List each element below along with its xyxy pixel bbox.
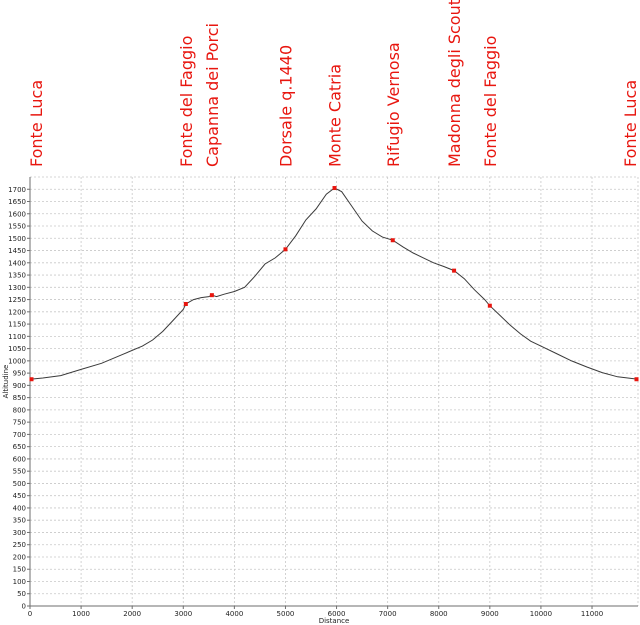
waypoint-marker — [183, 301, 188, 306]
x-tick-label: 1000 — [72, 610, 90, 618]
waypoint-labels: Fonte Luca Fonte del Faggio Capanna dei Po… — [27, 0, 640, 167]
y-tick-label: 550 — [13, 468, 26, 476]
waypoint-label: Fonte Luca — [621, 80, 640, 167]
x-axis-title: Distance — [319, 617, 350, 625]
x-tick-label: 3000 — [174, 610, 192, 618]
y-tick-label: 250 — [13, 541, 26, 549]
y-tick-label: 450 — [13, 492, 26, 500]
waypoint-markers — [29, 186, 639, 382]
y-tick-label: 1000 — [8, 357, 26, 365]
y-tick-label: 650 — [13, 443, 26, 451]
waypoint-label: Rifugio Vernosa — [384, 42, 403, 167]
y-tick-label: 1200 — [8, 308, 26, 316]
x-tick-label: 9000 — [481, 610, 499, 618]
y-tick-label: 0 — [22, 603, 26, 611]
y-tick-label: 100 — [13, 578, 26, 586]
x-tick-label: 8000 — [430, 610, 448, 618]
y-tick-label: 850 — [13, 394, 26, 402]
y-tick-label: 500 — [13, 480, 26, 488]
waypoint-marker — [487, 303, 492, 308]
x-tick-label: 5000 — [277, 610, 295, 618]
waypoint-marker — [634, 377, 639, 382]
y-axis-title: Altitudine — [2, 365, 10, 399]
x-tick-label: 6000 — [328, 610, 346, 618]
waypoint-marker — [390, 238, 395, 243]
y-tick-label: 900 — [13, 382, 26, 390]
y-tick-label: 700 — [13, 431, 26, 439]
x-tick-label: 4000 — [225, 610, 243, 618]
y-tick-label: 1050 — [8, 345, 26, 353]
y-tick-label: 150 — [13, 566, 26, 574]
x-tick-label: 10000 — [530, 610, 552, 618]
y-tick-label: 1350 — [8, 272, 26, 280]
y-tick-label: 50 — [17, 590, 26, 598]
y-tick-label: 1450 — [8, 247, 26, 255]
waypoint-label: Dorsale q.1440 — [276, 45, 295, 167]
axes: 0 1000 2000 3000 4000 5000 6000 7000 8000 9000 100… — [8, 177, 638, 618]
waypoint-label: Fonte del Faggio — [177, 36, 196, 167]
y-tick-label: 1400 — [8, 259, 26, 267]
elevation-profile-line — [29, 187, 639, 380]
waypoint-marker — [332, 186, 337, 191]
waypoint-label: Capanna dei Porci — [203, 23, 222, 167]
y-tick-label: 1700 — [8, 186, 26, 194]
waypoint-marker — [209, 293, 214, 298]
y-tick-label: 1500 — [8, 235, 26, 243]
x-tick-label: 2000 — [123, 610, 141, 618]
y-tick-label: 800 — [13, 406, 26, 414]
waypoint-marker — [29, 377, 34, 382]
y-tick-label: 350 — [13, 517, 26, 525]
x-tick-label: 0 — [28, 610, 32, 618]
y-tick-label: 750 — [13, 419, 26, 427]
y-tick-label: 1300 — [8, 284, 26, 292]
waypoint-label: Fonte Luca — [27, 80, 46, 167]
y-tick-label: 600 — [13, 455, 26, 463]
y-tick-label: 1100 — [8, 333, 26, 341]
waypoint-label: Madonna degli Scout — [445, 0, 464, 167]
y-tick-label: 1550 — [8, 223, 26, 231]
y-tick-label: 950 — [13, 370, 26, 378]
y-tick-label: 300 — [13, 529, 26, 537]
profile-series — [29, 187, 639, 380]
x-tick-label: 11000 — [581, 610, 603, 618]
waypoint-label: Monte Catria — [326, 64, 345, 167]
waypoint-label: Fonte del Faggio — [481, 36, 500, 167]
grid — [30, 176, 639, 606]
y-tick-label: 1650 — [8, 198, 26, 206]
y-tick-label: 200 — [13, 553, 26, 561]
y-tick-label: 1250 — [8, 296, 26, 304]
y-tick-label: 400 — [13, 504, 26, 512]
y-tick-label: 1600 — [8, 210, 26, 218]
y-tick-label: 1150 — [8, 321, 26, 329]
waypoint-marker — [283, 247, 288, 252]
x-tick-label: 7000 — [379, 610, 397, 618]
waypoint-marker — [452, 268, 457, 273]
